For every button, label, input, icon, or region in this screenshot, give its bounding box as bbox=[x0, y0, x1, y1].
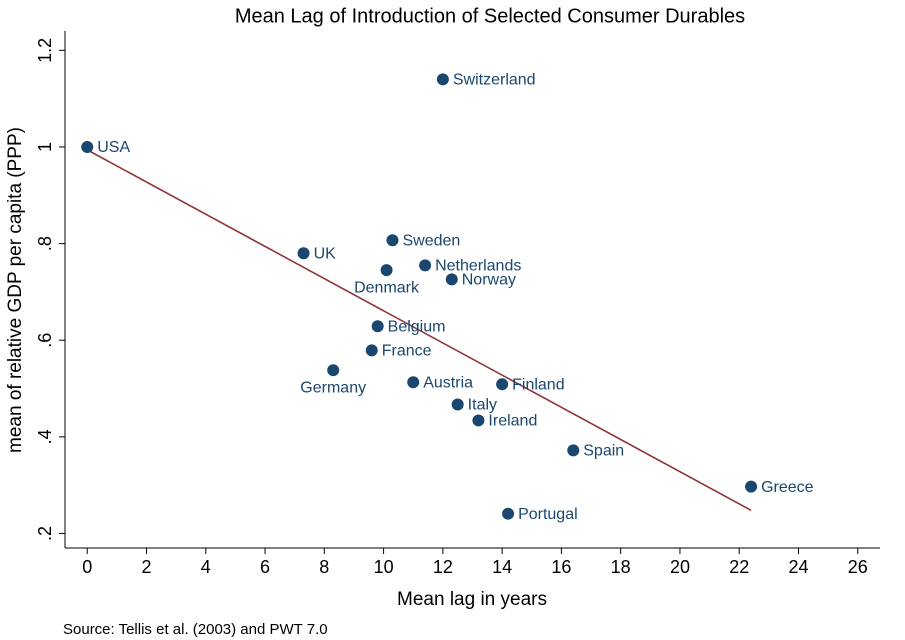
x-tick-label: 4 bbox=[201, 557, 211, 577]
point bbox=[386, 234, 399, 247]
point-label: Germany bbox=[300, 379, 366, 396]
point bbox=[567, 444, 580, 457]
point-label: Austria bbox=[423, 374, 473, 391]
fit-line bbox=[86, 149, 752, 512]
x-tick-label: 12 bbox=[433, 557, 453, 577]
point-label: Italy bbox=[468, 397, 497, 414]
point-label: Ireland bbox=[488, 413, 537, 430]
point-label: Sweden bbox=[402, 232, 460, 249]
point bbox=[297, 247, 310, 260]
x-tick-label: 8 bbox=[319, 557, 329, 577]
point bbox=[407, 376, 420, 389]
point bbox=[81, 140, 94, 153]
point bbox=[451, 398, 464, 411]
chart-title: Mean Lag of Introduction of Selected Con… bbox=[235, 5, 745, 27]
point bbox=[365, 344, 378, 357]
x-tick-label: 22 bbox=[729, 557, 749, 577]
point-label: Finland bbox=[512, 376, 564, 393]
y-tick-label: .2 bbox=[35, 526, 55, 541]
point-label: Norway bbox=[462, 272, 516, 289]
point bbox=[327, 364, 340, 377]
x-tick-label: 18 bbox=[611, 557, 631, 577]
x-tick-label: 2 bbox=[141, 557, 151, 577]
point bbox=[502, 507, 515, 520]
x-tick-label: 14 bbox=[492, 557, 512, 577]
y-tick-label: 1.2 bbox=[35, 38, 55, 63]
x-tick-label: 16 bbox=[551, 557, 571, 577]
point-label: UK bbox=[314, 245, 337, 262]
x-tick-label: 0 bbox=[82, 557, 92, 577]
x-tick-label: 24 bbox=[788, 557, 808, 577]
point bbox=[472, 414, 485, 427]
point bbox=[419, 259, 432, 272]
point bbox=[371, 320, 384, 333]
y-tick-label: .6 bbox=[35, 333, 55, 348]
point-label: Switzerland bbox=[453, 72, 536, 89]
point bbox=[745, 480, 758, 493]
point-label: Netherlands bbox=[435, 258, 521, 275]
point-label: Denmark bbox=[354, 279, 420, 296]
x-tick-label: 10 bbox=[374, 557, 394, 577]
point-label: Greece bbox=[761, 479, 814, 496]
x-tick-label: 20 bbox=[670, 557, 690, 577]
y-tick-label: .8 bbox=[35, 236, 55, 251]
x-tick-label: 6 bbox=[260, 557, 270, 577]
y-tick-label: .4 bbox=[35, 429, 55, 444]
point-label: Spain bbox=[583, 443, 624, 460]
y-axis-title: mean of relative GDP per capita (PPP) bbox=[5, 127, 26, 453]
point bbox=[380, 264, 393, 277]
source-note: Source: Tellis et al. (2003) and PWT 7.0 bbox=[63, 621, 328, 638]
point-label: Belgium bbox=[388, 318, 446, 335]
point bbox=[496, 378, 509, 391]
y-tick-label: 1 bbox=[35, 142, 55, 152]
x-axis-title: Mean lag in years bbox=[397, 589, 547, 610]
point bbox=[445, 273, 458, 286]
point-label: Portugal bbox=[518, 506, 578, 523]
point bbox=[436, 73, 449, 86]
point-label: USA bbox=[97, 139, 130, 156]
point-label: France bbox=[382, 343, 432, 360]
x-tick-label: 26 bbox=[848, 557, 868, 577]
